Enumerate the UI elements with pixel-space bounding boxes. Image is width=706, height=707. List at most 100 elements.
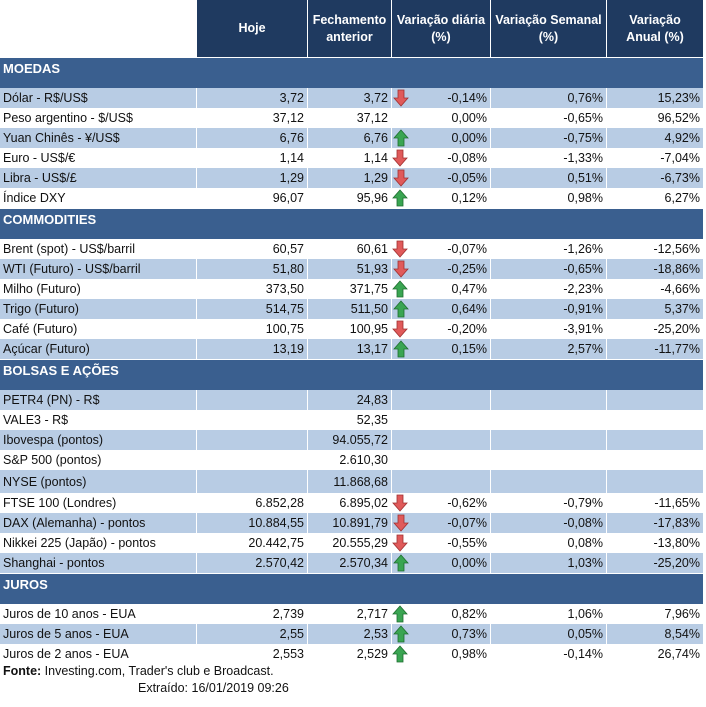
row-label: Shanghai - pontos [0,553,196,573]
col-var-diaria: Variação diária (%) [391,0,490,57]
cell-hoje: 2.570,42 [196,553,307,573]
cell-var-diaria-text: 0,73% [451,627,487,641]
row-label-text: Açúcar (Futuro) [3,342,90,356]
row-label-text: Trigo (Futuro) [3,302,79,316]
cell-var-semanal [490,430,606,450]
table-row: Café (Futuro) 100,75 100,95 -0,20% -3,91% -25… [0,319,703,339]
cell-var-semanal: 0,05% [490,624,606,644]
cell-var-anual-text: 8,54% [664,627,700,641]
cell-var-anual-text: -18,86% [653,262,700,276]
cell-hoje-text: 100,75 [265,322,304,336]
cell-var-semanal: 0,08% [490,533,606,553]
row-label: FTSE 100 (Londres) [0,493,196,513]
cell-hoje-text: 20.442,75 [248,536,304,550]
cell-fechamento: 60,61 [307,239,408,259]
cell-hoje-text: 37,12 [272,111,304,125]
cell-var-anual-text: 26,74% [657,647,700,661]
cell-hoje-text: 96,07 [272,191,304,205]
cell-var-semanal-text: -0,08% [563,516,603,530]
cell-fechamento-text: 2.570,34 [339,556,388,570]
table-row: Juros de 5 anos - EUA 2,55 2,53 0,73% 0,05% 8… [0,624,703,644]
cell-fechamento: 3,72 [307,88,409,108]
row-label-text: Milho (Futuro) [3,282,81,296]
row-label: NYSE (pontos) [0,470,196,493]
cell-var-semanal-text: -0,79% [563,496,603,510]
cell-var-anual: 26,74% [606,644,703,664]
table-row: Shanghai - pontos 2.570,42 2.570,34 0,00% 1,… [0,553,703,573]
cell-var-semanal-text: 0,08% [567,536,603,550]
cell-hoje: 373,50 [196,279,307,299]
table-row: Euro - US$/€ 1,14 1,14 -0,08% -1,33% -7,04% [0,148,703,168]
cell-var-diaria-text: -0,05% [447,171,487,185]
row-label-text: Libra - US$/£ [3,171,77,185]
arrow-up-icon [393,300,409,318]
cell-fechamento: 51,93 [307,259,409,279]
row-label-text: Café (Futuro) [3,322,78,336]
cell-fechamento-text: 1,29 [363,171,388,185]
cell-hoje-text: 6.852,28 [255,496,304,510]
cell-var-semanal-text: 1,06% [567,607,603,621]
row-label-text: FTSE 100 (Londres) [3,496,117,510]
row-label: Dólar - R$/US$ [0,88,196,108]
cell-fechamento-text: 6,76 [363,131,388,145]
cell-hoje: 6.852,28 [196,493,307,513]
cell-var-semanal: -0,14% [490,644,606,664]
cell-var-diaria [391,470,490,493]
cell-fechamento: 10.891,79 [307,513,409,533]
cell-hoje-text: 2,739 [272,607,304,621]
section-header: MOEDAS [0,57,703,88]
cell-var-diaria: 0,00% [391,553,490,573]
cell-fechamento-text: 3,72 [363,91,388,105]
arrow-down-icon [392,320,408,338]
cell-fechamento: 2.610,30 [307,450,391,470]
row-label-text: Nikkei 225 (Japão) - pontos [3,536,156,550]
cell-var-diaria-text: -0,25% [447,262,487,276]
cell-var-anual-text: 6,27% [664,191,700,205]
cell-fechamento: 2.570,34 [307,553,409,573]
row-label: Ibovespa (pontos) [0,430,196,450]
cell-hoje-text: 2,553 [272,647,304,661]
cell-fechamento-text: 37,12 [356,111,388,125]
cell-hoje-text: 1,14 [279,151,304,165]
row-label: Juros de 5 anos - EUA [0,624,196,644]
cell-fechamento-text: 511,50 [350,302,388,316]
cell-var-anual-text: -6,73% [660,171,700,185]
section-header: JUROS [0,573,703,604]
row-label-text: S&P 500 (pontos) [3,453,102,467]
cell-var-semanal-text: -3,91% [563,322,603,336]
row-label-text: DAX (Alemanha) - pontos [3,516,146,530]
cell-var-diaria: 0,15% [391,339,490,359]
col-var-anual: Variação Anual (%) [606,0,703,57]
row-label-text: Shanghai - pontos [3,556,105,570]
table-row: WTI (Futuro) - US$/barril 51,80 51,93 -0,25… [0,259,703,279]
cell-hoje: 20.442,75 [196,533,307,553]
cell-var-anual: -11,77% [606,339,703,359]
cell-var-anual [606,390,703,410]
cell-var-anual-text: 96,52% [657,111,700,125]
cell-hoje: 60,57 [196,239,307,259]
cell-var-diaria: 0,12% [391,188,490,208]
cell-var-semanal-text: -1,33% [563,151,603,165]
cell-var-anual-text: -12,56% [653,242,700,256]
row-label-text: Peso argentino - $/US$ [3,111,133,125]
arrow-down-icon [392,240,408,258]
cell-fechamento-text: 60,61 [356,242,388,256]
cell-var-diaria [391,450,490,470]
cell-var-diaria: -0,25% [391,259,490,279]
cell-hoje: 3,72 [196,88,307,108]
cell-var-anual-text: -4,66% [660,282,700,296]
cell-var-diaria [391,430,490,450]
cell-hoje: 1,14 [196,148,307,168]
cell-fechamento-text: 13,17 [356,342,388,356]
cell-var-semanal [490,450,606,470]
row-label-text: Juros de 10 anos - EUA [3,607,136,621]
cell-fechamento: 52,35 [307,410,391,430]
cell-var-semanal: -0,65% [490,259,606,279]
cell-var-anual [606,470,703,493]
cell-hoje: 2,55 [196,624,307,644]
cell-fechamento-text: 2,529 [356,647,388,661]
cell-fechamento-text: 371,75 [349,282,388,296]
header-blank [0,0,196,57]
cell-var-anual: 15,23% [606,88,703,108]
source-text: Investing.com, Trader's club e Broadcast… [41,664,274,678]
